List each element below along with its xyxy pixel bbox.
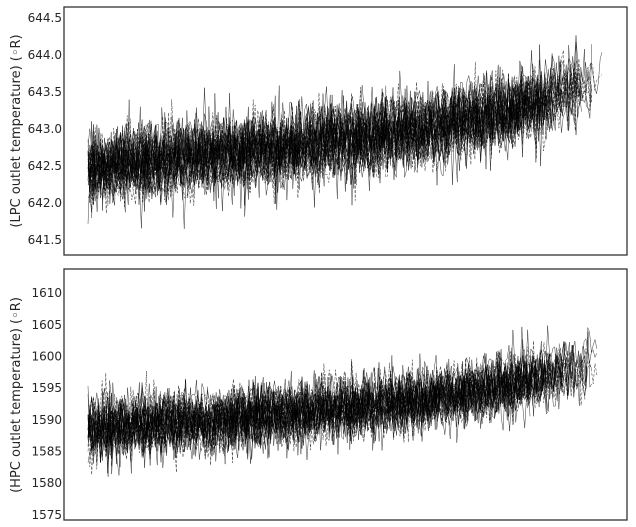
series-line-hpc-13 bbox=[87, 355, 526, 464]
y-tick-label: 643.0 bbox=[28, 122, 62, 136]
series-line-lpc-30 bbox=[87, 70, 582, 211]
y-tick-label: 1585 bbox=[31, 445, 62, 459]
y-tick-label: 644.0 bbox=[28, 48, 62, 62]
y-tick-label: 1580 bbox=[31, 476, 62, 490]
series-line-lpc-13 bbox=[87, 92, 526, 218]
series-line-lpc-25 bbox=[87, 50, 536, 182]
y-tick-label: 1610 bbox=[31, 286, 62, 300]
y-ticks-lpc: 641.5 642.0 642.5 643.0 643.5 644.0 644.5 bbox=[28, 11, 62, 247]
series-group-hpc bbox=[87, 325, 598, 477]
series-line-hpc-28 bbox=[87, 344, 587, 475]
series-line-hpc-29 bbox=[87, 358, 567, 473]
y-tick-label: 642.0 bbox=[28, 196, 62, 210]
y-tick-label: 1600 bbox=[31, 349, 62, 363]
y-tick-label: 1575 bbox=[31, 508, 62, 522]
series-line-lpc-22 bbox=[87, 89, 541, 229]
chart-lpc-outlet-temperature: 641.5 642.0 642.5 643.0 643.5 644.0 644.5 (LPC… bbox=[9, 6, 628, 256]
y-tick-label: 644.5 bbox=[28, 11, 62, 25]
y-axis-label-hpc: (HPC outlet temperature) (◦R) bbox=[9, 297, 24, 493]
y-tick-label: 643.5 bbox=[28, 85, 62, 99]
y-ticks-hpc: 1575 1580 1585 1590 1595 1600 1605 1610 bbox=[31, 286, 62, 522]
y-tick-label: 1590 bbox=[31, 413, 62, 427]
series-line-lpc-27 bbox=[87, 69, 562, 196]
series-line-hpc-26 bbox=[87, 350, 546, 451]
y-axis-label-lpc: (LPC outlet temperature) (◦R) bbox=[9, 34, 24, 227]
series-line-hpc-25 bbox=[87, 355, 556, 459]
series-line-hpc-27 bbox=[87, 370, 531, 468]
series-group-lpc bbox=[87, 35, 603, 229]
series-line-lpc-26 bbox=[87, 76, 551, 201]
chart-hpc-outlet-temperature: 1575 1580 1585 1590 1595 1600 1605 1610 (HPC ou… bbox=[9, 268, 628, 522]
series-line-lpc-23 bbox=[87, 70, 562, 202]
y-tick-label: 642.5 bbox=[28, 159, 62, 173]
y-tick-label: 1595 bbox=[31, 381, 62, 395]
y-tick-label: 641.5 bbox=[28, 233, 62, 247]
y-tick-label: 1605 bbox=[31, 318, 62, 332]
series-line-hpc-24 bbox=[87, 325, 572, 463]
series-line-hpc-30 bbox=[87, 345, 577, 459]
